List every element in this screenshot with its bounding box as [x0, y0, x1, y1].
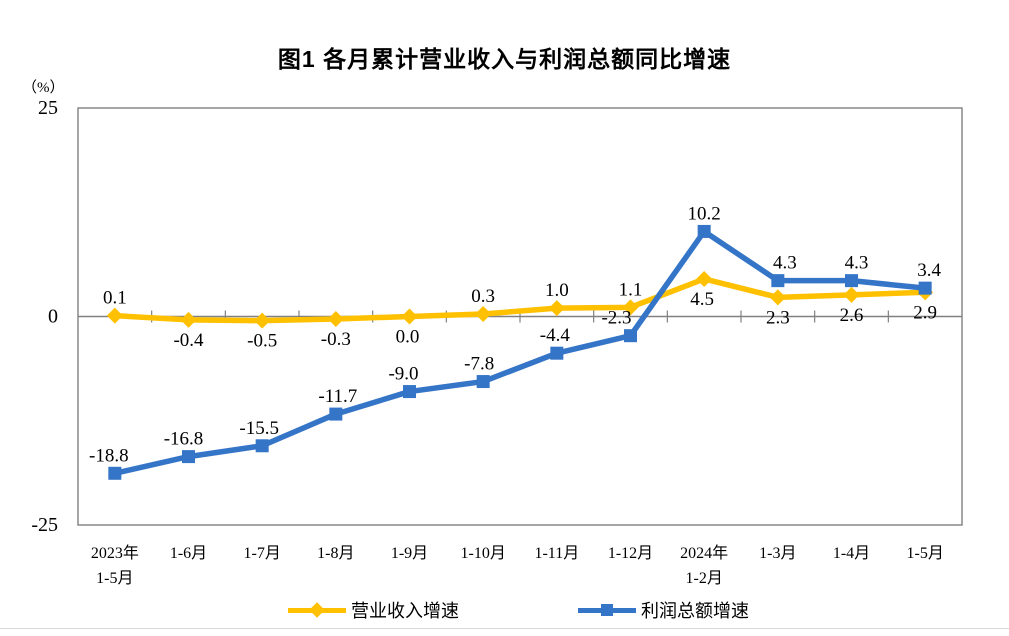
profit-marker	[108, 466, 122, 480]
profit-value-label: 3.4	[917, 260, 941, 281]
x-axis-label: 1-2月	[685, 570, 722, 587]
revenue-legend-line-icon	[288, 602, 346, 618]
x-axis-label: 1-6月	[170, 545, 207, 562]
x-axis-label: 1-7月	[243, 545, 280, 562]
x-axis-label: 1-3月	[759, 545, 796, 562]
profit-marker	[403, 385, 416, 399]
x-axis-label: 1-9月	[391, 545, 428, 562]
profit-value-label: -7.8	[464, 354, 494, 375]
revenue-value-label: -0.3	[321, 329, 351, 350]
revenue-value-label: 0.3	[471, 286, 495, 307]
y-axis-unit-label: （%）	[22, 80, 65, 96]
revenue-value-label: 2.6	[840, 305, 864, 326]
revenue-marker	[843, 286, 860, 303]
x-axis-label: 2023年	[91, 544, 139, 562]
profit-marker	[697, 224, 711, 238]
legend: 营业收入增速 利润总额增速	[0, 598, 1009, 624]
revenue-value-label: 2.3	[766, 307, 790, 328]
revenue-diamond-marker-icon	[309, 602, 325, 618]
revenue-value-label: 4.5	[690, 289, 714, 310]
profit-marker	[845, 274, 858, 288]
revenue-marker	[548, 300, 565, 317]
revenue-value-label: 0.0	[396, 327, 420, 348]
profit-value-label: 4.3	[773, 253, 797, 274]
profit-marker	[624, 329, 637, 343]
x-axis-label: 2024年	[680, 544, 728, 562]
profit-value-label: -2.3	[601, 308, 631, 329]
legend-item-profit: 利润总额增速	[578, 598, 749, 622]
revenue-marker	[401, 308, 418, 325]
revenue-value-label: -0.5	[247, 331, 277, 352]
profit-series-line	[112, 228, 928, 477]
chart-title: 图1 各月累计营业收入与利润总额同比增速	[277, 46, 732, 72]
x-axis-label: 1-11月	[534, 545, 579, 562]
profit-marker	[771, 274, 785, 288]
y-axis-tick-label: -25	[31, 514, 58, 536]
revenue-marker	[622, 299, 639, 316]
profit-value-label: -4.4	[540, 325, 571, 346]
bottom-divider	[0, 628, 1009, 629]
revenue-value-label: 1.1	[619, 279, 643, 300]
x-axis-label: 1-4月	[833, 545, 870, 562]
legend-label-revenue: 营业收入增速	[351, 601, 459, 621]
y-axis-tick-label: 25	[38, 97, 58, 119]
profit-marker	[918, 281, 932, 295]
profit-value-label: -11.7	[318, 386, 357, 407]
profit-marker	[329, 407, 343, 421]
revenue-marker	[475, 305, 492, 322]
profit-marker	[476, 375, 490, 389]
profit-series	[108, 224, 932, 480]
revenue-marker	[327, 311, 344, 328]
legend-label-profit: 利润总额增速	[641, 601, 749, 621]
revenue-value-label: 0.1	[103, 288, 127, 309]
profit-value-label: -16.8	[164, 429, 204, 450]
profit-value-label: -15.5	[239, 418, 279, 439]
profit-value-label: 4.3	[845, 253, 869, 274]
y-axis-tick-label: 0	[48, 306, 58, 328]
x-axis-label: 1-5月	[96, 570, 133, 587]
revenue-value-label: 1.0	[545, 280, 569, 301]
profit-value-label: 10.2	[688, 203, 721, 224]
revenue-marker	[106, 307, 123, 324]
profit-value-label: -9.0	[388, 364, 418, 385]
x-axis-label: 1-10月	[460, 545, 505, 562]
x-axis-label: 1-12月	[608, 545, 653, 562]
revenue-value-label: 2.9	[913, 302, 937, 323]
revenue-marker	[254, 312, 271, 329]
revenue-value-label: -0.4	[173, 330, 204, 351]
profit-value-label: -18.8	[89, 445, 129, 466]
x-axis-label: 1-5月	[906, 545, 943, 562]
revenue-series-line	[112, 276, 928, 324]
revenue-series	[106, 270, 934, 329]
profit-marker	[182, 450, 195, 464]
revenue-marker	[180, 311, 197, 328]
revenue-marker	[769, 289, 786, 306]
profit-marker	[550, 346, 564, 360]
profit-marker	[255, 439, 269, 453]
profit-square-marker-icon	[601, 604, 613, 616]
legend-item-revenue: 营业收入增速	[288, 598, 459, 622]
profit-legend-line-icon	[578, 604, 636, 616]
revenue-marker	[696, 270, 713, 287]
x-axis-label: 1-8月	[317, 545, 354, 562]
